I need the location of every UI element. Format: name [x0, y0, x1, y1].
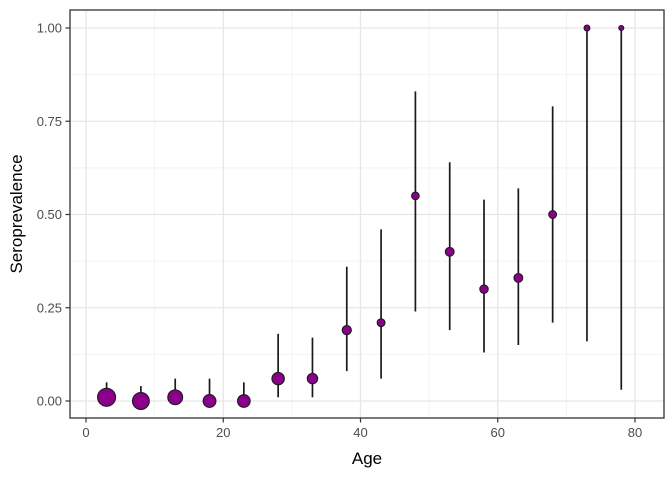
- panel-border: [69, 9, 665, 419]
- data-point: [202, 394, 217, 408]
- plot-generated-content: 0 20 40 60 80 0.00 0.25 0.50 0.75 1.00: [37, 9, 665, 440]
- data-point: [479, 284, 489, 294]
- y-tick-label: 0.25: [37, 300, 62, 315]
- x-tick-label: 80: [628, 425, 642, 440]
- y-axis-title: Seroprevalence: [7, 154, 26, 273]
- data-point: [167, 389, 184, 406]
- x-tick-label: 20: [216, 425, 230, 440]
- data-point: [548, 210, 558, 219]
- data-point: [513, 272, 524, 283]
- data-point: [618, 24, 625, 32]
- y-tick-label: 1.00: [37, 21, 62, 36]
- data-point: [341, 324, 352, 336]
- x-axis-title: Age: [352, 449, 382, 468]
- data-point: [583, 24, 591, 32]
- data-point: [271, 371, 285, 386]
- data-point: [97, 387, 117, 407]
- y-tick-label: 0.75: [37, 114, 62, 129]
- x-tick-label: 60: [491, 425, 505, 440]
- data-point: [411, 191, 420, 201]
- x-tick-label: 40: [353, 425, 367, 440]
- y-tick-label: 0.00: [37, 394, 62, 409]
- data-point: [131, 392, 150, 410]
- data-point: [444, 246, 455, 257]
- x-tick-label: 0: [82, 425, 89, 440]
- data-point: [236, 394, 251, 408]
- data-point: [306, 372, 319, 385]
- y-tick-label: 0.50: [37, 207, 62, 222]
- data-point: [376, 318, 386, 328]
